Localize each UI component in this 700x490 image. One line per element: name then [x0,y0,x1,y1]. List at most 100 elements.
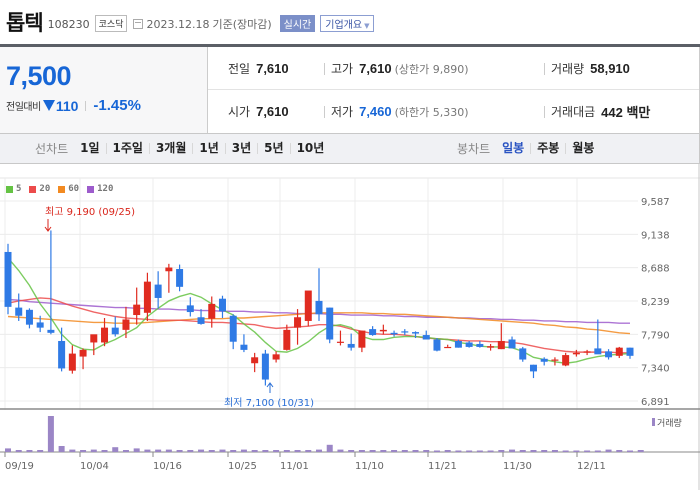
legend-ma20: 20 [29,184,50,194]
candle-body [154,284,162,298]
y-tick-label: 7,340 [641,364,670,375]
volume-bar [519,450,526,452]
divider [544,105,545,118]
candle-body [476,343,484,347]
candle-body [68,353,76,371]
volume-bar [144,449,151,452]
candle-body [326,307,334,340]
candle-body [251,357,259,364]
legend-swatch [29,185,37,193]
y-tick-label: 9,587 [641,197,670,208]
candle-body [401,331,409,333]
as-of-suffix: 기준(장마감) [212,18,272,31]
candle-body [197,317,205,324]
period-selector-bar: 선차트 1일 1주일 3개월 1년 3년 5년 10년 봉차트 일봉 주봉 월봉 [0,133,700,164]
stat-volume: 거래량 58,910 [544,47,630,90]
volume-bar [5,448,11,452]
candle-body [143,281,151,313]
change-label: 전일대비 [6,102,41,113]
period-weekly[interactable]: 주봉 [530,142,565,154]
period-10y[interactable]: 10년 [289,142,331,154]
ma-legend: 5 20 60 120 [6,184,121,194]
high-annotation: 최고 9,190 (09/25) [45,206,135,218]
volume-bar [326,444,333,452]
legend-swatch [6,185,13,193]
legend-ma60: 60 [58,184,79,194]
legend-label: 60 [68,184,80,194]
candle-body [626,347,634,356]
divider [324,62,325,75]
low-annotation: 최저 7,100 (10/31) [224,397,314,409]
candle-body [379,329,387,332]
volume-bar [380,450,387,452]
volume-bar [47,416,54,452]
volume-bar [412,450,419,452]
candle-body [165,267,173,272]
volume-bar [616,450,623,452]
candle-body [358,330,366,348]
change-percent: -1.45% [93,97,141,114]
period-1y[interactable]: 1년 [192,142,224,154]
candle-body [347,343,355,348]
period-1w[interactable]: 1주일 [105,142,149,154]
chevron-down-icon: ▼ [364,22,370,30]
ma20-line [7,297,630,354]
candle-body [176,269,184,287]
candle-body [186,305,194,313]
company-info-dropdown[interactable]: 기업개요 ▼ [320,15,375,32]
volume-bar [283,450,290,452]
candle-chart-title: 봉차트 [457,142,491,156]
ma5-line [7,257,631,364]
volume-bar [530,450,537,452]
candle-body [551,359,559,361]
candle-body [412,332,420,334]
volume-bar [80,450,87,452]
volume-bar [551,450,558,452]
volume-bar [509,449,516,452]
volume-bar [358,450,365,452]
candle-body [58,340,66,369]
divider [324,105,325,118]
stock-name: 톱텍 [6,11,44,35]
up-arrow-icon [266,382,274,393]
stat-value: 7,460 [359,104,392,119]
volume-legend-swatch [652,418,655,426]
realtime-button[interactable]: 실시간 [279,15,316,32]
candle-body [519,348,527,360]
price-summary: 7,500 전일대비 110 -1.45% 전일 7,610 고가 7,610 (상한… [0,47,700,133]
period-3y[interactable]: 3년 [224,142,257,154]
volume-bar [58,446,65,452]
volume-bar [187,450,194,452]
candle-body [133,304,141,316]
y-tick-label: 8,688 [641,264,670,275]
volume-bar [476,450,483,452]
stat-label: 전일 [228,62,251,76]
volume-bar [487,450,494,452]
stat-high: 고가 7,610 (상한가 9,890) [324,47,469,90]
candle-body [15,307,23,316]
candle-body [562,355,570,366]
candle-body [444,346,452,349]
candle-body [79,349,87,357]
candle-body [272,354,280,360]
candle-body [465,342,473,347]
volume-bar [305,450,312,452]
volume-bar [541,450,548,452]
period-3m[interactable]: 3개월 [148,142,192,154]
calendar-icon [133,19,144,29]
volume-bar [348,450,355,452]
period-1d[interactable]: 1일 [80,141,100,155]
period-daily[interactable]: 일봉 [502,141,525,155]
period-monthly[interactable]: 월봉 [565,142,600,154]
candle-body [529,364,537,372]
volume-bar [337,449,344,452]
x-tick-label: 12/11 [577,461,606,472]
volume-bar [562,450,569,452]
volume-bar [466,450,473,452]
candle-chart-periods: 봉차트 일봉 주봉 월봉 [457,134,600,163]
candle-body [90,334,98,343]
y-tick-label: 6,891 [641,397,670,408]
candle-body [336,341,344,343]
period-5y[interactable]: 5년 [257,142,289,154]
